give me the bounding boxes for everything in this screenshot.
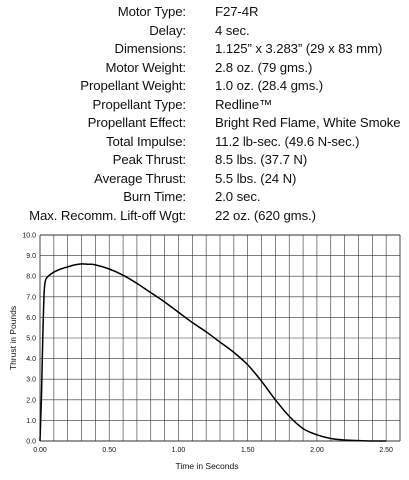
- x-axis-ticks: 0.00 0.50 1.00 1.50 2.00 2.50: [33, 447, 393, 454]
- spec-label: Propellant Type:: [92, 96, 187, 112]
- spec-value: 4 sec.: [215, 22, 250, 38]
- x-axis-title: Time in Seconds: [176, 461, 239, 471]
- spec-value: 22 oz. (620 gms.): [215, 207, 316, 223]
- spec-label: Total Impulse:: [106, 133, 186, 149]
- y-tick-label: 10.0: [22, 233, 36, 240]
- spec-label: Peak Thrust:: [112, 152, 186, 167]
- y-tick-label: 4.0: [26, 356, 36, 363]
- x-tick-label: 2.50: [379, 447, 393, 454]
- y-tick-label: 0.0: [26, 439, 36, 446]
- x-tick-label: 0.50: [102, 447, 116, 454]
- motor-specs: Motor Type: F27-4R Delay: 4 sec. Dimensions:…: [0, 3, 409, 225]
- spec-label: Average Thrust:: [94, 170, 186, 186]
- y-tick-label: 1.0: [26, 418, 36, 425]
- spec-label: Burn Time:: [123, 189, 186, 204]
- y-tick-label: 9.0: [26, 253, 36, 260]
- spec-value: 1.0 oz. (28.4 gms.): [215, 78, 324, 93]
- spec-row: Propellant Type: Redline™: [0, 96, 409, 115]
- x-tick-label: 2.00: [310, 447, 324, 454]
- x-tick-label: 1.50: [241, 447, 255, 454]
- spec-value: 2.8 oz. (79 gms.): [215, 59, 313, 75]
- spec-value: 8.5 lbs. (37.7 N): [215, 152, 308, 167]
- series-line-thrust: [39, 263, 387, 442]
- spec-value: 11.2 lb-sec. (49.6 N-sec.): [215, 133, 360, 149]
- spec-row: Propellant Effect: Bright Red Flame, Whit…: [0, 114, 409, 133]
- y-tick-label: 3.0: [26, 377, 36, 384]
- spec-row: Dimensions: 1.125” x 3.283” (29 x 83 mm): [0, 40, 409, 59]
- y-axis-title: Thrust in Pounds: [8, 306, 18, 370]
- spec-label: Max. Recomm. Lift-off Wgt:: [29, 207, 186, 223]
- y-tick-label: 2.0: [26, 397, 36, 404]
- spec-value: 5.5 lbs. (24 N): [215, 170, 297, 186]
- spec-row: Delay: 4 sec.: [0, 22, 409, 41]
- x-tick-label: 0.00: [33, 447, 47, 454]
- y-tick-label: 7.0: [26, 294, 36, 301]
- spec-row: Max. Recomm. Lift-off Wgt: 22 oz. (620 gm…: [0, 207, 409, 226]
- spec-row: Total Impulse: 11.2 lb-sec. (49.6 N-sec.): [0, 133, 409, 152]
- y-tick-label: 8.0: [26, 274, 36, 281]
- spec-row: Propellant Weight: 1.0 oz. (28.4 gms.): [0, 77, 409, 96]
- spec-value: F27-4R: [215, 4, 259, 19]
- spec-value: Bright Red Flame, White Smoke: [215, 115, 401, 130]
- spec-label: Motor Weight:: [105, 59, 186, 75]
- spec-row: Motor Type: F27-4R: [0, 3, 409, 22]
- spec-row: Average Thrust: 5.5 lbs. (24 N): [0, 170, 409, 189]
- spec-row: Motor Weight: 2.8 oz. (79 gms.): [0, 59, 409, 78]
- y-tick-label: 6.0: [26, 315, 36, 322]
- spec-row: Peak Thrust: 8.5 lbs. (37.7 N): [0, 151, 409, 170]
- y-tick-label: 5.0: [26, 336, 36, 343]
- spec-label: Motor Type:: [117, 4, 186, 19]
- y-axis-ticks: 0.0 1.0 2.0 3.0 4.0 5.0 6.0 7.0 8.0 9.0 10.0: [22, 233, 36, 446]
- spec-value: 1.125” x 3.283” (29 x 83 mm): [215, 41, 383, 56]
- spec-row: Burn Time: 2.0 sec.: [0, 188, 409, 207]
- spec-value: 2.0 sec.: [215, 189, 261, 204]
- spec-value: Redline™: [215, 96, 273, 112]
- x-tick-label: 1.00: [172, 447, 186, 454]
- spec-label: Dimensions:: [114, 41, 187, 56]
- spec-label: Propellant Weight:: [80, 78, 186, 93]
- spec-label: Propellant Effect:: [87, 115, 186, 130]
- chart-grid: [39, 234, 401, 442]
- spec-label: Delay:: [149, 22, 186, 38]
